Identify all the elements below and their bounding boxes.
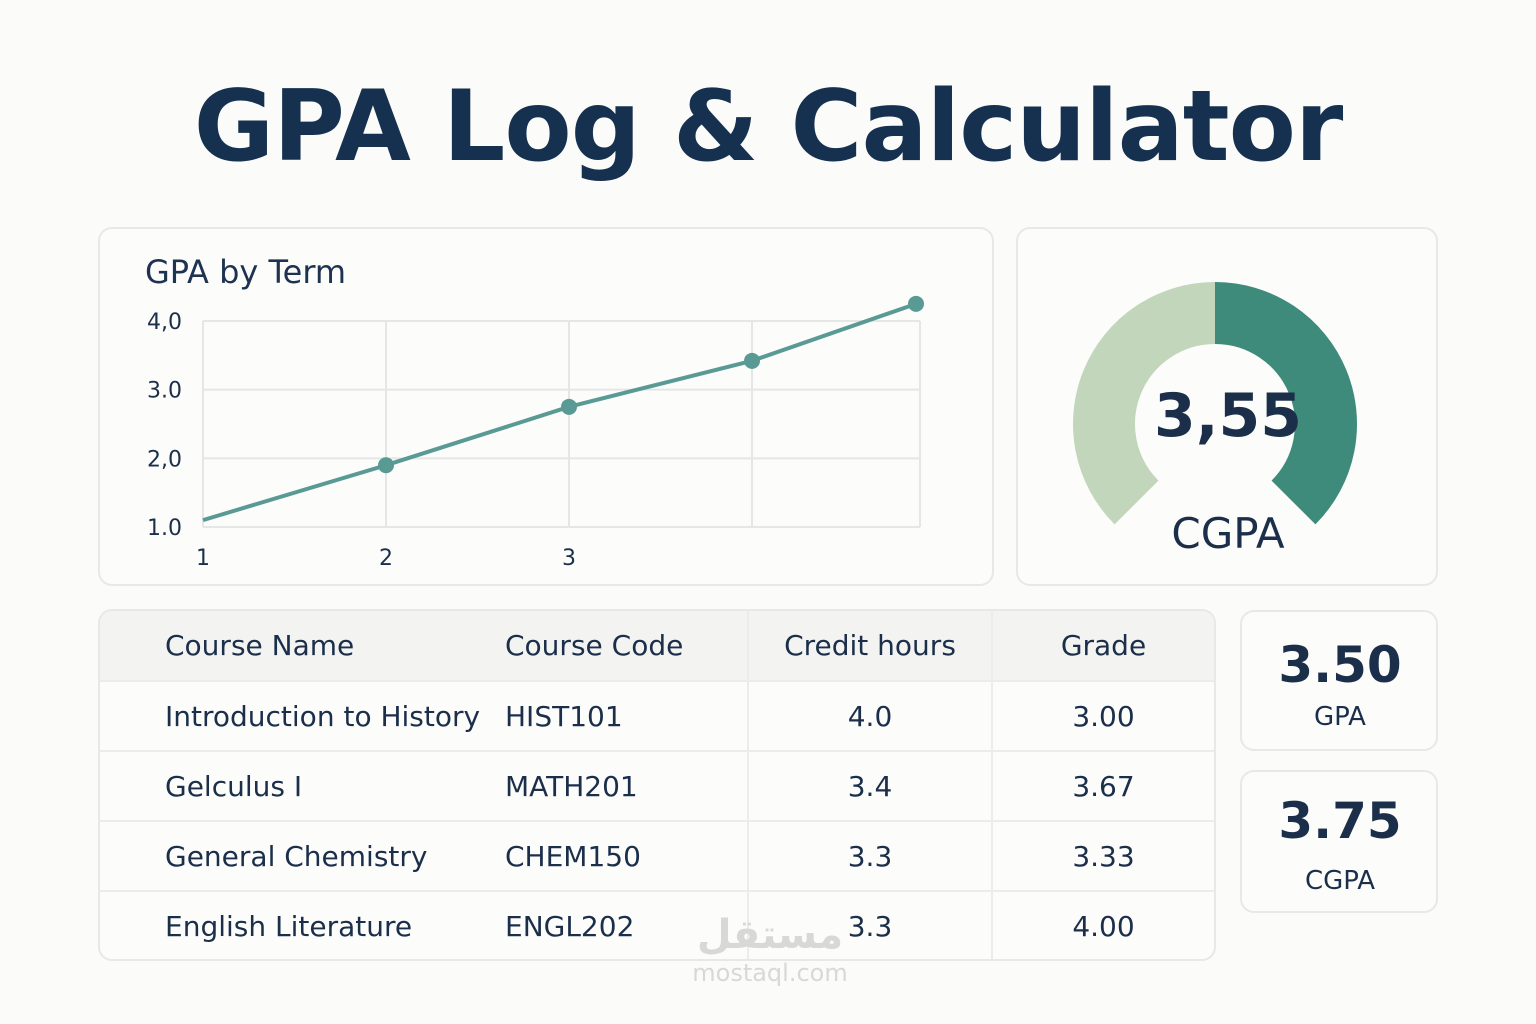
cell-credit-hours: 3.3	[748, 821, 993, 891]
data-point	[744, 352, 760, 369]
cell-course-name: English Literature	[165, 910, 413, 943]
gauge-value: 3,55	[1153, 381, 1303, 451]
cgpa-gauge-card: 3,55 CGPA	[1016, 227, 1438, 586]
data-point	[561, 398, 577, 415]
gpa-value: 3.50	[1278, 636, 1402, 694]
y-tick-label: 3.0	[147, 379, 182, 404]
gauge-track	[1073, 282, 1216, 525]
gauge-label: CGPA	[1171, 509, 1285, 558]
y-tick-label: 1.0	[147, 516, 182, 541]
page-title: GPA Log & Calculator	[193, 70, 1344, 184]
watermark-url: mostaql.com	[692, 959, 848, 987]
gpa-line-chart: 4,0 3.0 2,0 1.0 1 2 3	[147, 295, 924, 571]
course-table: Course Name Course Code Credit hours Gra…	[100, 611, 1214, 959]
cell-credit-hours: 3.4	[748, 751, 993, 821]
cgpa-stat-card: 3.75 CGPA	[1240, 770, 1438, 913]
gpa-chart-card: 4,0 3.0 2,0 1.0 1 2 3 GPA by Term	[98, 227, 994, 586]
cgpa-label: CGPA	[1304, 866, 1376, 896]
cell-credit-hours: 3.3	[748, 891, 993, 959]
table-row[interactable]: General Chemistry CHEM150 3.3 3.33	[100, 821, 1214, 891]
gpa-label: GPA	[1314, 702, 1366, 732]
cgpa-value: 3.75	[1278, 792, 1402, 850]
header-grade[interactable]: Grade	[1060, 629, 1147, 662]
gpa-stat-card: 3.50 GPA	[1240, 610, 1438, 751]
table-row[interactable]: English Literature ENGL202 3.3 4.00	[100, 891, 1214, 959]
y-tick-label: 2,0	[147, 447, 182, 472]
watermark: مستقل mostaql.com	[640, 912, 900, 988]
data-point	[908, 295, 924, 312]
cgpa-gauge	[1073, 282, 1357, 525]
header-course-name[interactable]: Course Name	[165, 629, 355, 662]
cell-course-name: Gelculus I	[165, 769, 303, 803]
x-tick-label: 3	[562, 546, 576, 571]
cell-credit-hours: 4.0	[748, 681, 993, 751]
cell-grade: 4.00	[1072, 910, 1135, 943]
header-course-code[interactable]: Course Code	[490, 611, 749, 681]
x-tick-label: 1	[196, 546, 210, 571]
table-row[interactable]: Introduction to History HIST101 4.0 3.00	[100, 681, 1214, 751]
x-tick-label: 2	[379, 546, 393, 571]
watermark-logo: مستقل	[696, 912, 844, 958]
cell-course-code: MATH201	[490, 751, 749, 821]
chart-title: GPA by Term	[145, 253, 347, 291]
header-credit-hours[interactable]: Credit hours	[748, 611, 993, 681]
gauge-fill	[1214, 282, 1357, 525]
cell-grade: 3.00	[1072, 699, 1135, 733]
data-point	[378, 457, 394, 474]
series-line	[202, 301, 917, 523]
cell-grade: 3.33	[1072, 839, 1135, 873]
cell-course-name: General Chemistry	[165, 839, 428, 873]
y-tick-label: 4,0	[147, 310, 182, 335]
cell-grade: 3.67	[1072, 769, 1135, 803]
table-header-row: Course Name Course Code Credit hours Gra…	[100, 611, 1214, 681]
course-table-card: Course Name Course Code Credit hours Gra…	[98, 609, 1216, 961]
cell-course-code: CHEM150	[490, 821, 749, 891]
table-row[interactable]: Gelculus I MATH201 3.4 3.67	[100, 751, 1214, 821]
cell-course-name: Introduction to History	[165, 699, 481, 733]
cell-course-code: HIST101	[490, 681, 749, 751]
cell-course-code: ENGL202	[490, 891, 749, 959]
